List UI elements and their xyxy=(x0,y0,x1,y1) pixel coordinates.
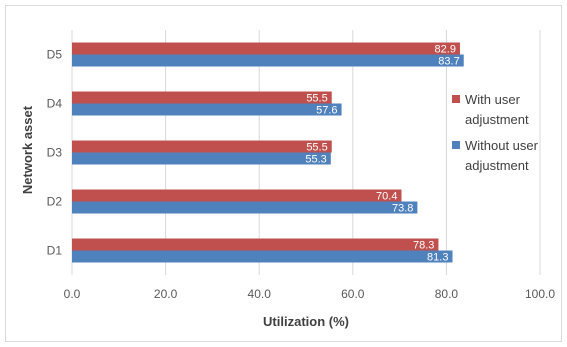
legend-label: adjustment xyxy=(465,112,529,127)
bar xyxy=(72,238,439,251)
data-label: 57.6 xyxy=(316,105,337,117)
data-label: 70.4 xyxy=(376,191,397,203)
data-label: 73.8 xyxy=(392,203,413,215)
bar xyxy=(72,42,460,55)
bar xyxy=(72,152,331,165)
x-axis-title: Utilization (%) xyxy=(263,314,349,329)
bar xyxy=(72,103,342,116)
legend-label: Without user xyxy=(465,138,539,153)
y-tick-labels: D1 D2 D3 D4 D5 xyxy=(47,48,63,258)
data-label: 55.5 xyxy=(306,93,327,105)
x-tick-label: 20.0 xyxy=(154,287,178,301)
y-tick-label: D2 xyxy=(47,195,63,209)
legend-swatch xyxy=(452,141,460,149)
bar xyxy=(72,250,453,263)
x-tick-label: 100.0 xyxy=(525,287,555,301)
gridlines xyxy=(71,30,541,275)
bar xyxy=(72,54,464,67)
data-label: 81.3 xyxy=(427,252,448,264)
y-tick-label: D3 xyxy=(47,146,63,160)
legend-swatch xyxy=(452,95,460,103)
data-label: 78.3 xyxy=(413,240,434,252)
legend: With user adjustment Without user adjustmen… xyxy=(452,92,539,173)
bar xyxy=(72,140,332,153)
data-labels: 78.381.370.473.855.555.355.557.682.983.7 xyxy=(305,44,459,264)
y-tick-label: D1 xyxy=(47,244,63,258)
bar xyxy=(72,189,402,202)
x-tick-label: 80.0 xyxy=(435,287,459,301)
x-tick-labels: 0.0 20.0 40.0 60.0 80.0 100.0 xyxy=(64,287,556,301)
data-label: 82.9 xyxy=(435,44,456,56)
x-tick-label: 40.0 xyxy=(248,287,272,301)
bar xyxy=(72,201,418,214)
data-label: 55.5 xyxy=(306,142,327,154)
bar xyxy=(72,91,332,104)
legend-label: With user xyxy=(465,92,521,107)
y-tick-label: D4 xyxy=(47,97,63,111)
data-label: 83.7 xyxy=(438,56,459,68)
y-axis-title: Network asset xyxy=(20,105,35,194)
y-tick-label: D5 xyxy=(47,48,63,62)
bars xyxy=(72,42,464,263)
data-label: 55.3 xyxy=(305,154,326,166)
x-tick-label: 60.0 xyxy=(341,287,365,301)
x-tick-label: 0.0 xyxy=(64,287,81,301)
legend-label: adjustment xyxy=(465,158,529,173)
